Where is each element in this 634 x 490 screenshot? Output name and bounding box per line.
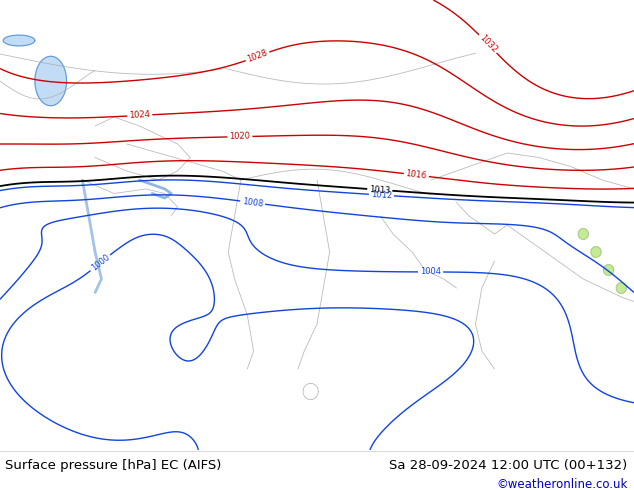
Text: 1020: 1020: [230, 132, 250, 142]
Polygon shape: [604, 265, 614, 275]
Text: ©weatheronline.co.uk: ©weatheronline.co.uk: [496, 477, 628, 490]
Text: 1000: 1000: [89, 253, 111, 273]
Polygon shape: [35, 56, 67, 106]
Text: Sa 28-09-2024 12:00 UTC (00+132): Sa 28-09-2024 12:00 UTC (00+132): [389, 459, 628, 472]
Text: 1013: 1013: [369, 185, 391, 195]
Polygon shape: [616, 283, 626, 294]
Text: 1012: 1012: [371, 190, 392, 200]
Text: 1032: 1032: [477, 33, 498, 54]
Polygon shape: [591, 246, 601, 257]
Text: 1024: 1024: [129, 110, 150, 121]
Text: 1016: 1016: [405, 170, 427, 181]
Text: 1028: 1028: [246, 49, 269, 64]
Polygon shape: [578, 229, 588, 240]
Text: 1004: 1004: [420, 268, 441, 276]
Polygon shape: [3, 35, 35, 46]
Text: 1008: 1008: [242, 197, 264, 208]
Text: Surface pressure [hPa] EC (AIFS): Surface pressure [hPa] EC (AIFS): [5, 459, 221, 472]
